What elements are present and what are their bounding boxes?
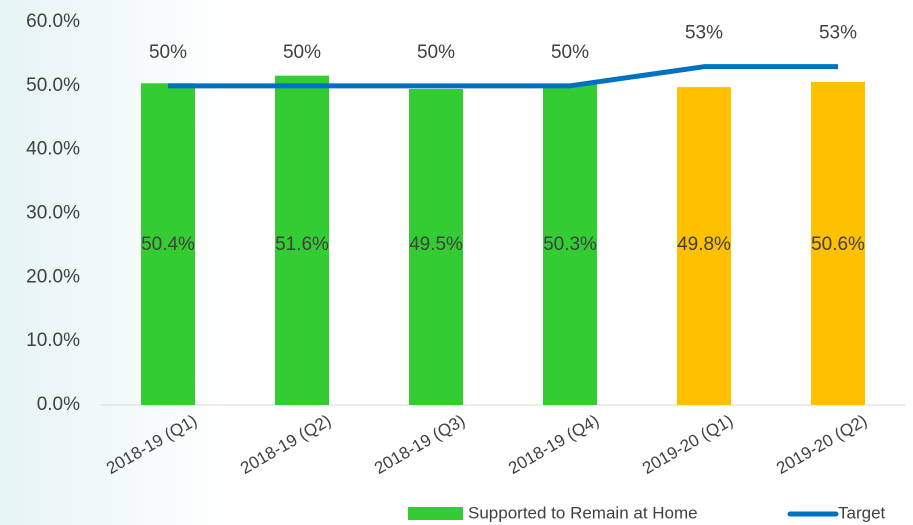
y-tick-label: 40.0% xyxy=(26,139,80,160)
y-tick-label: 30.0% xyxy=(26,203,80,224)
line-value-label: 50% xyxy=(149,42,187,63)
bar-value-label: 51.6% xyxy=(275,234,329,255)
y-tick-label: 20.0% xyxy=(26,266,80,287)
line-value-label: 53% xyxy=(685,23,723,44)
bar-value-label: 50.6% xyxy=(811,234,865,255)
line-value-label: 50% xyxy=(551,42,589,63)
legend-swatch xyxy=(408,507,463,520)
bar xyxy=(811,82,865,406)
bar xyxy=(409,89,463,406)
bar xyxy=(275,75,329,406)
legend-label: Target xyxy=(838,503,886,522)
bar xyxy=(141,83,195,405)
y-tick-label: 0.0% xyxy=(37,394,80,415)
line-value-label: 50% xyxy=(283,42,321,63)
line-value-label: 50% xyxy=(417,42,455,63)
y-tick-label: 50.0% xyxy=(26,75,80,96)
line-value-label: 53% xyxy=(819,23,857,44)
bar-value-label: 49.8% xyxy=(677,234,731,255)
bar-value-label: 49.5% xyxy=(409,234,463,255)
target-line xyxy=(168,64,838,89)
bar-value-label: 50.4% xyxy=(141,234,195,255)
bar-value-label: 50.3% xyxy=(543,234,597,255)
bar xyxy=(677,87,731,406)
bar xyxy=(543,83,597,405)
y-tick-label: 10.0% xyxy=(26,330,80,351)
y-tick-label: 60.0% xyxy=(26,11,80,32)
legend-label: Supported to Remain at Home xyxy=(468,503,698,522)
